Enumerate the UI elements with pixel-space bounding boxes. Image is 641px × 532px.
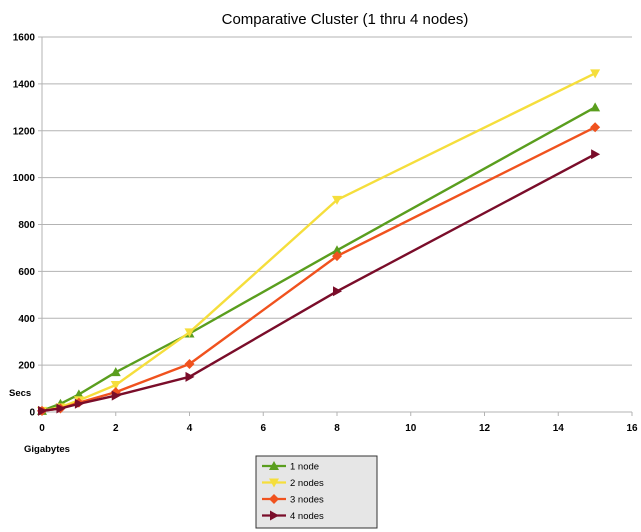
- legend-marker: [269, 478, 279, 488]
- data-point: [332, 195, 342, 205]
- x-tick-label: 2: [113, 423, 119, 434]
- y-axis-label: Secs: [9, 388, 31, 399]
- y-tick-label: 1000: [13, 173, 36, 184]
- data-point: [332, 245, 342, 255]
- legend-label: 2 nodes: [290, 478, 324, 489]
- legend-label: 3 nodes: [290, 495, 324, 506]
- legend: 1 node 2 nodes 3 nodes 4 nodes: [255, 455, 378, 529]
- x-tick-label: 12: [479, 423, 491, 434]
- data-point: [110, 367, 121, 377]
- data-point: [333, 286, 342, 297]
- y-tick-label: 800: [18, 220, 35, 231]
- data-point: [74, 398, 84, 409]
- data-point: [73, 389, 84, 399]
- x-tick-label: 4: [187, 423, 193, 434]
- chart-title: Comparative Cluster (1 thru 4 nodes): [222, 11, 469, 28]
- legend-marker: [269, 461, 279, 470]
- data-point: [38, 405, 47, 416]
- legend-label: 1 node: [290, 462, 319, 473]
- data-point: [185, 371, 195, 382]
- series-3: [37, 122, 601, 416]
- x-axis-label: Gigabytes: [24, 444, 70, 455]
- y-tick-label: 1200: [13, 126, 36, 137]
- grid: [42, 36, 632, 366]
- tick-labels: 0 200 400 600 800 1000 1200 1400 1600 0 2 4 6 8 10 12 14…: [13, 33, 638, 435]
- data-point: [110, 381, 121, 391]
- series-4: [38, 149, 601, 416]
- x-tick-label: 14: [553, 423, 565, 434]
- x-tick-label: 10: [405, 423, 417, 434]
- y-tick-label: 400: [18, 314, 35, 325]
- legend-item: 1 node: [262, 461, 319, 473]
- data-point: [184, 358, 195, 369]
- data-point: [590, 122, 601, 133]
- y-tick-label: 600: [18, 267, 35, 278]
- y-tick-label: 200: [18, 361, 35, 372]
- legend-label: 4 nodes: [290, 511, 324, 522]
- axes: [38, 36, 633, 416]
- data-point: [56, 403, 66, 414]
- series-2: [37, 69, 601, 416]
- data-point: [591, 149, 601, 160]
- x-tick-label: 8: [334, 423, 340, 434]
- x-tick-label: 0: [39, 423, 45, 434]
- legend-marker: [270, 510, 279, 521]
- data-point: [332, 251, 342, 262]
- data-point: [590, 102, 601, 112]
- series-group: [37, 69, 601, 416]
- legend-marker: [269, 494, 279, 504]
- series-1: [37, 102, 601, 415]
- x-tick-label: 16: [626, 423, 638, 434]
- legend-item: 4 nodes: [262, 510, 324, 522]
- series-line: [41, 153, 596, 412]
- legend-item: 2 nodes: [262, 478, 324, 489]
- series-line: [41, 72, 596, 412]
- x-tick-label: 6: [260, 423, 266, 434]
- y-tick-label: 1400: [13, 79, 36, 90]
- legend-item: 3 nodes: [262, 494, 324, 506]
- data-point: [184, 328, 195, 338]
- y-tick-label: 0: [29, 408, 35, 419]
- y-tick-label: 1600: [13, 33, 36, 44]
- data-point: [111, 390, 121, 401]
- data-point: [590, 69, 601, 79]
